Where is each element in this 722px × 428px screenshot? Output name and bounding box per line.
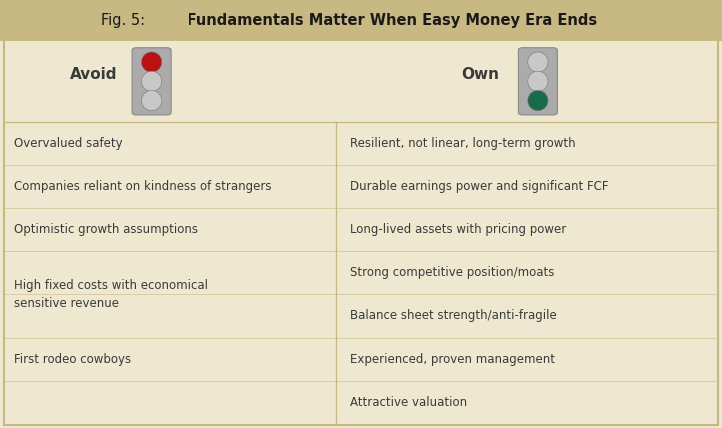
Text: Balance sheet strength/anti-fragile: Balance sheet strength/anti-fragile [350, 309, 557, 322]
FancyBboxPatch shape [132, 48, 171, 115]
Text: Avoid: Avoid [70, 67, 118, 83]
Ellipse shape [142, 90, 162, 111]
FancyBboxPatch shape [94, 3, 189, 38]
FancyBboxPatch shape [518, 48, 557, 115]
Text: Experienced, proven management: Experienced, proven management [350, 353, 555, 366]
Text: Companies reliant on kindness of strangers: Companies reliant on kindness of strange… [14, 180, 272, 193]
Text: Strong competitive position/moats: Strong competitive position/moats [350, 266, 554, 279]
Text: Fig. 5:: Fig. 5: [101, 13, 155, 28]
Ellipse shape [528, 90, 548, 111]
Text: First rodeo cowboys: First rodeo cowboys [14, 353, 131, 366]
Ellipse shape [528, 71, 548, 92]
Ellipse shape [142, 52, 162, 72]
Text: Attractive valuation: Attractive valuation [350, 395, 467, 409]
Ellipse shape [528, 52, 548, 72]
Ellipse shape [142, 71, 162, 92]
Text: Own: Own [461, 67, 499, 83]
Text: Overvalued safety: Overvalued safety [14, 137, 123, 150]
Text: Long-lived assets with pricing power: Long-lived assets with pricing power [350, 223, 567, 236]
Text: Optimistic growth assumptions: Optimistic growth assumptions [14, 223, 199, 236]
FancyBboxPatch shape [0, 0, 722, 41]
Text: High fixed costs with economical
sensitive revenue: High fixed costs with economical sensiti… [14, 279, 209, 310]
Text: Fig. 5:  Fundamentals Matter When Easy Money Era Ends: Fig. 5: Fundamentals Matter When Easy Mo… [124, 13, 598, 28]
Text: Durable earnings power and significant FCF: Durable earnings power and significant F… [350, 180, 609, 193]
Text: Resilient, not linear, long-term growth: Resilient, not linear, long-term growth [350, 137, 576, 150]
